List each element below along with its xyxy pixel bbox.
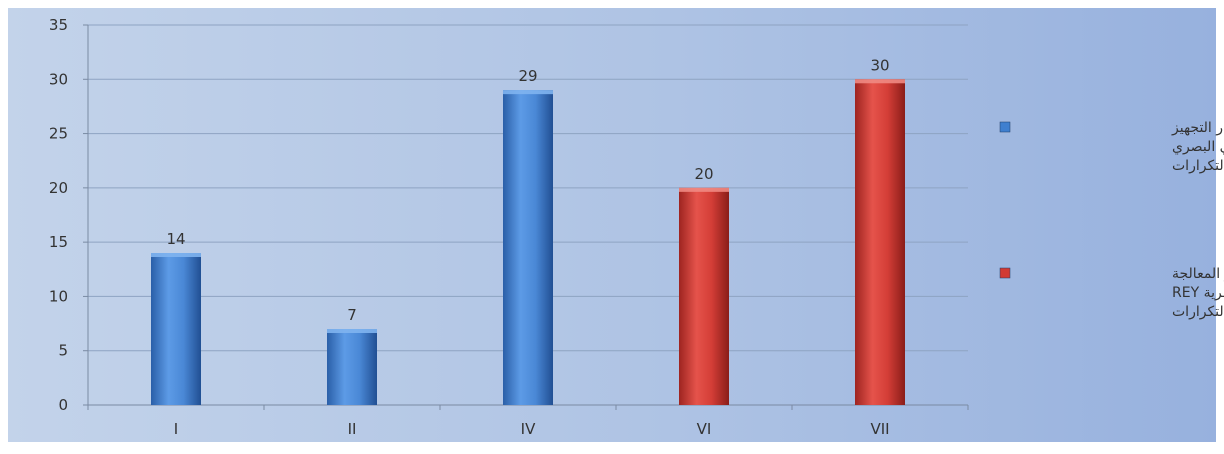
legend-label: اختبار المعالجة: [1172, 266, 1224, 282]
y-axis: 0 5 10 15 20 25 30 35: [49, 16, 89, 414]
y-tick-label: 30: [49, 70, 68, 88]
data-label: 14: [166, 230, 185, 248]
bar-top-highlight: [503, 90, 553, 95]
legend: اختبار التجهيز الإدراكي البصري REYالتكرارا…: [999, 120, 1224, 320]
y-tick-label: 5: [58, 342, 68, 360]
bar-top-highlight: [679, 187, 729, 192]
bar-top-highlight: [151, 253, 201, 257]
bar: [855, 79, 905, 406]
legend-label: التكرارات: [1172, 304, 1224, 320]
x-tick-label: IV: [521, 420, 536, 438]
legend-label: الذاكرية البصرية REY: [1172, 285, 1224, 301]
legend-swatch: [999, 121, 1011, 133]
bar: [503, 90, 553, 406]
y-tick-label: 25: [49, 125, 68, 143]
legend-label: اختبار التجهيز: [1171, 120, 1224, 136]
y-tick-label: 35: [49, 16, 68, 34]
legend-label: الإدراكي البصري: [1172, 139, 1224, 155]
bar: [151, 253, 201, 405]
bars: 14 7 29 20 30: [151, 56, 905, 406]
x-tick-label: I: [174, 420, 178, 438]
y-tick-label: 20: [49, 179, 68, 197]
x-tick-label: VII: [870, 420, 889, 438]
y-tick-label: 15: [49, 233, 68, 251]
bar: [679, 187, 729, 405]
x-tick-label: II: [348, 420, 357, 438]
y-tick-label: 0: [58, 396, 68, 414]
x-tick-label: VI: [697, 420, 712, 438]
bar-top-highlight: [855, 79, 905, 84]
data-label: 30: [870, 56, 889, 74]
legend-swatch: [999, 267, 1011, 279]
chart-background: [8, 8, 1216, 442]
bar-top-highlight: [327, 329, 377, 333]
data-label: 29: [518, 67, 537, 85]
data-label: 7: [347, 306, 357, 324]
bar: [327, 329, 377, 405]
data-label: 20: [694, 165, 713, 183]
y-tick-label: 10: [49, 287, 68, 305]
